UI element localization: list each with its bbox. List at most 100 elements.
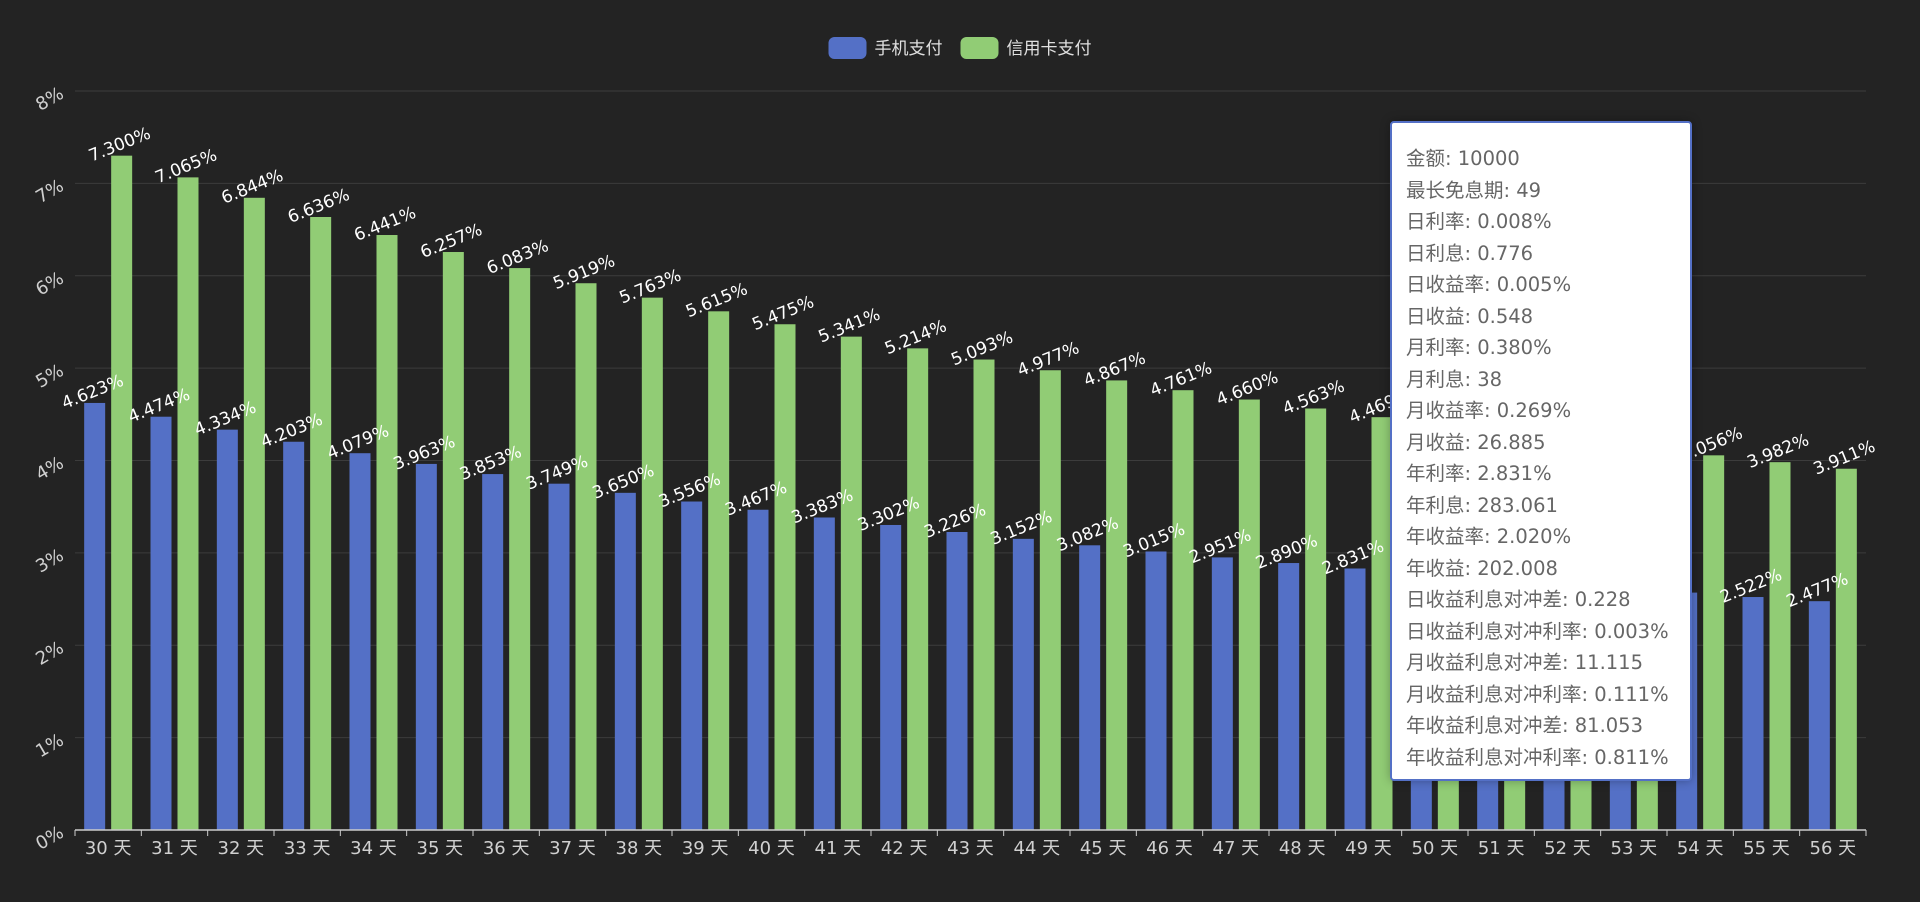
bar-mobile-pay[interactable]	[1211, 557, 1233, 830]
tooltip-row: 月收益利息对冲差: 11.115	[1406, 651, 1643, 674]
x-tick-label: 33 天	[284, 838, 331, 859]
bar-mobile-pay[interactable]	[349, 453, 371, 830]
y-tick-label: 7%	[32, 176, 67, 208]
bar-credit-card[interactable]	[774, 324, 796, 830]
x-tick-label: 31 天	[151, 838, 198, 859]
legend[interactable]: 手机支付 信用卡支付	[828, 37, 1092, 59]
tooltip-row: 月收益: 26.885	[1406, 430, 1546, 454]
bar-mobile-pay[interactable]	[747, 509, 769, 830]
legend-swatch	[828, 37, 867, 59]
x-tick-label: 39 天	[682, 838, 729, 859]
bar-credit-card[interactable]	[442, 252, 464, 830]
bar-mobile-pay[interactable]	[548, 483, 570, 830]
bar-credit-card[interactable]	[973, 359, 995, 830]
x-tick-label: 47 天	[1213, 838, 1260, 859]
x-tick-label: 35 天	[417, 838, 464, 859]
tooltip-row: 日收益利息对冲利率: 0.003%	[1406, 619, 1669, 643]
x-tick-label: 32 天	[218, 838, 265, 859]
chart-tooltip: 金额: 10000 最长免息期: 49 日利率: 0.008% 日利息: 0.776 日…	[1390, 121, 1692, 781]
bar-credit-card[interactable]	[376, 235, 398, 830]
bar-credit-card[interactable]	[1238, 399, 1260, 830]
bar-credit-card[interactable]	[641, 297, 663, 830]
y-tick-label: 6%	[32, 268, 67, 300]
bar-mobile-pay[interactable]	[1808, 601, 1830, 830]
tooltip-row: 月收益利息对冲利率: 0.111%	[1406, 682, 1669, 706]
bar-credit-card[interactable]	[708, 311, 730, 831]
x-tick-label: 46 天	[1146, 838, 1193, 859]
x-tick-label: 44 天	[1014, 838, 1061, 859]
legend-label: 信用卡支付	[1007, 39, 1092, 59]
bar-credit-card[interactable]	[1835, 468, 1857, 830]
x-tick-label: 37 天	[549, 838, 596, 859]
x-tick-label: 30 天	[85, 838, 132, 859]
tooltip-row: 月利率: 0.380%	[1406, 336, 1552, 359]
y-tick-label: 5%	[32, 360, 67, 392]
tooltip-row: 月收益率: 0.269%	[1406, 399, 1572, 422]
x-tick-label: 36 天	[483, 838, 530, 859]
bar-mobile-pay[interactable]	[880, 524, 902, 830]
legend-item[interactable]: 手机支付	[828, 37, 943, 59]
bar-mobile-pay[interactable]	[681, 501, 703, 830]
y-tick-label: 0%	[32, 822, 67, 854]
bar-credit-card[interactable]	[907, 348, 929, 830]
y-tick-label: 8%	[32, 83, 67, 115]
tooltip-row: 年利息: 283.061	[1406, 493, 1558, 517]
bar-mobile-pay[interactable]	[1742, 597, 1764, 830]
bar-mobile-pay[interactable]	[813, 517, 835, 830]
legend-swatch	[960, 37, 999, 59]
bar-mobile-pay[interactable]	[1012, 538, 1034, 830]
tooltip-row: 日收益利息对冲差: 0.228	[1406, 588, 1631, 611]
bar-credit-card[interactable]	[111, 155, 133, 831]
bar-credit-card[interactable]	[1371, 417, 1393, 830]
tooltip-row: 最长免息期: 49	[1406, 178, 1542, 202]
bar-credit-card[interactable]	[1172, 390, 1194, 830]
bar-credit-card[interactable]	[243, 197, 265, 830]
x-tick-label: 40 天	[748, 838, 795, 859]
bar-credit-card[interactable]	[1039, 370, 1061, 830]
tooltip-row: 年收益利息对冲差: 81.053	[1406, 714, 1643, 737]
bar-credit-card[interactable]	[177, 177, 199, 831]
tooltip-row: 日利率: 0.008%	[1406, 210, 1552, 233]
bar-credit-card[interactable]	[840, 336, 862, 830]
legend-item[interactable]: 信用卡支付	[960, 37, 1092, 59]
bar-credit-card[interactable]	[1703, 455, 1725, 830]
bar-mobile-pay[interactable]	[216, 429, 238, 830]
bar-credit-card[interactable]	[509, 268, 531, 830]
bar-mobile-pay[interactable]	[1079, 545, 1101, 830]
bar-credit-card[interactable]	[1106, 380, 1128, 830]
bar-mobile-pay[interactable]	[482, 474, 504, 830]
bar-credit-card[interactable]	[1769, 462, 1791, 830]
tooltip-row: 日利息: 0.776	[1406, 241, 1534, 265]
tooltip-row: 日收益率: 0.005%	[1406, 273, 1572, 296]
x-tick-label: 55 天	[1743, 838, 1790, 859]
bar-credit-card[interactable]	[575, 283, 597, 830]
bar-mobile-pay[interactable]	[415, 463, 437, 830]
bar-mobile-pay[interactable]	[84, 402, 106, 830]
x-tick-label: 56 天	[1810, 838, 1857, 859]
bar-mobile-pay[interactable]	[1145, 551, 1167, 830]
x-tick-label: 54 天	[1677, 838, 1724, 859]
x-tick-label: 38 天	[616, 838, 663, 859]
tooltip-row: 年收益率: 2.020%	[1406, 525, 1572, 548]
bar-mobile-pay[interactable]	[946, 531, 968, 830]
bar-mobile-pay[interactable]	[1344, 568, 1366, 830]
bar-credit-card[interactable]	[310, 216, 332, 830]
legend-label: 手机支付	[875, 39, 943, 59]
bar-mobile-pay[interactable]	[614, 492, 636, 830]
tooltip-row: 月利息: 38	[1406, 367, 1503, 391]
bar-mobile-pay[interactable]	[1278, 563, 1300, 830]
x-tick-label: 42 天	[881, 838, 928, 859]
tooltip-row: 日收益: 0.548	[1406, 304, 1534, 328]
y-tick-label: 1%	[32, 730, 67, 762]
bar-mobile-pay[interactable]	[283, 441, 305, 830]
y-tick-label: 4%	[32, 453, 67, 485]
grid-lines	[75, 90, 1866, 739]
x-tick-label: 43 天	[947, 838, 994, 859]
tooltip-row: 年收益: 202.008	[1406, 556, 1558, 580]
x-tick-label: 51 天	[1478, 838, 1525, 859]
bar-mobile-pay[interactable]	[150, 416, 172, 830]
y-tick-label: 3%	[32, 545, 67, 577]
bar-credit-card[interactable]	[1305, 408, 1327, 830]
